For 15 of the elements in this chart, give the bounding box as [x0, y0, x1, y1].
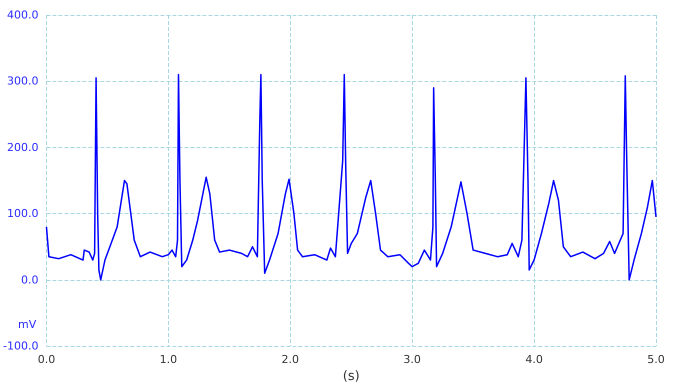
y-tick-label: 300.0: [6, 74, 38, 88]
y-axis-title: mV: [18, 318, 37, 332]
y-tick-label: 200.0: [6, 140, 38, 154]
y-tick-label: -100.0: [2, 340, 38, 353]
x-tick-label: 1.0: [160, 353, 178, 366]
x-tick-label: 4.0: [525, 353, 543, 366]
line-series: [46, 74, 657, 281]
x-tick-label: 2.0: [282, 353, 300, 366]
y-tick-label: 0.0: [20, 273, 38, 286]
x-tick-label: 0.0: [38, 353, 56, 366]
x-tick-label: 3.0: [403, 353, 421, 366]
x-tick-label: 5.0: [647, 353, 665, 366]
y-tick-label: 400.0: [6, 8, 38, 22]
y-tick-label: 100.0: [6, 207, 38, 220]
x-axis-title: (s): [342, 369, 360, 384]
